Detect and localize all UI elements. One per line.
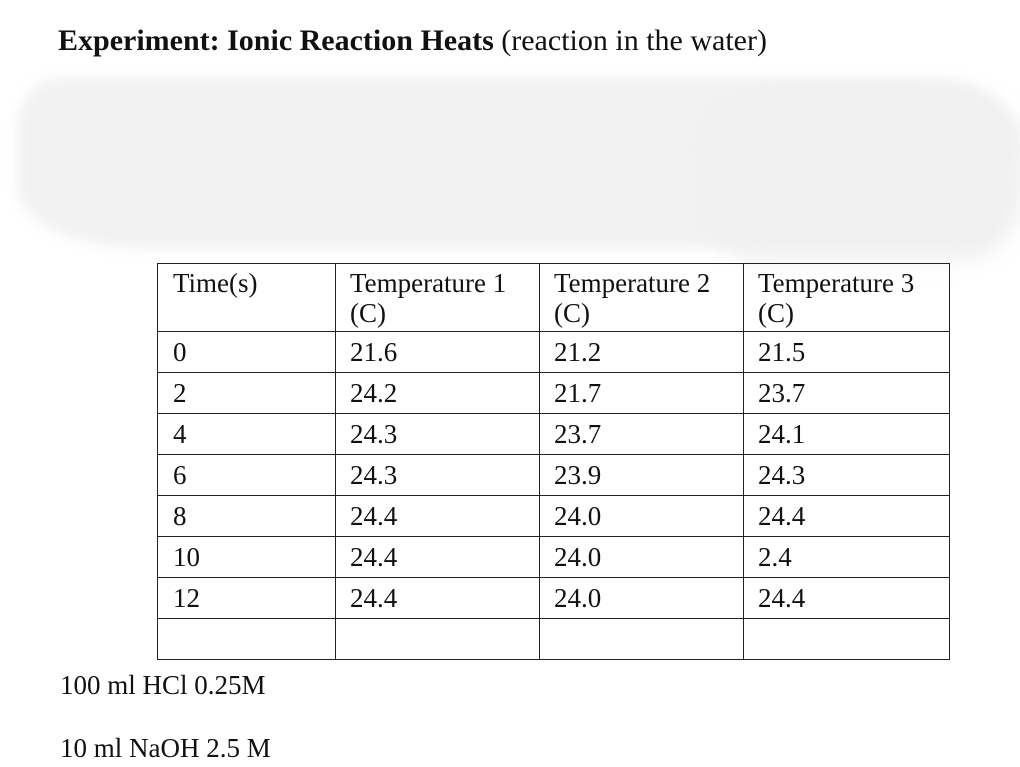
header-time: Time(s) — [157, 263, 336, 332]
cell-time: 4 — [157, 413, 336, 455]
cell-temperature-1: 21.6 — [335, 331, 540, 373]
header-temperature-2: Temperature 2 (C) — [539, 263, 744, 332]
cell-temperature-2: 23.7 — [539, 413, 744, 455]
table-row: 4 24.3 23.7 24.1 — [157, 413, 950, 455]
cell-temperature-1: 24.3 — [335, 454, 540, 496]
cell-time: 0 — [157, 331, 336, 373]
temperature-table: Time(s) Temperature 1 (C) Temperature 2 … — [157, 263, 950, 660]
cell-time — [157, 618, 336, 660]
title-subtitle: (reaction in the water) — [501, 24, 767, 57]
cell-temperature-3: 2.4 — [743, 536, 950, 578]
hcl-note: 100 ml HCl 0.25M — [60, 670, 266, 700]
cell-temperature-3: 21.5 — [743, 331, 950, 373]
cell-temperature-1: 24.4 — [335, 495, 540, 537]
cell-time: 12 — [157, 577, 336, 619]
document-title: Experiment: Ionic Reaction Heats (reacti… — [58, 22, 767, 60]
cell-temperature-3: 24.3 — [743, 454, 950, 496]
table-header-row: Time(s) Temperature 1 (C) Temperature 2 … — [157, 263, 950, 332]
table-row: 12 24.4 24.0 24.4 — [157, 577, 950, 619]
cell-temperature-2 — [539, 618, 744, 660]
table-row: 10 24.4 24.0 2.4 — [157, 536, 950, 578]
header-temperature-3: Temperature 3 (C) — [743, 263, 950, 332]
cell-temperature-3: 24.4 — [743, 495, 950, 537]
cell-temperature-2: 24.0 — [539, 577, 744, 619]
cell-temperature-3: 23.7 — [743, 372, 950, 414]
naoh-note: 10 ml NaOH 2.5 M — [60, 733, 271, 763]
cell-time: 8 — [157, 495, 336, 537]
redacted-region-edge — [700, 90, 1020, 260]
cell-time: 2 — [157, 372, 336, 414]
cell-temperature-1: 24.3 — [335, 413, 540, 455]
table-row: 8 24.4 24.0 24.4 — [157, 495, 950, 537]
cell-temperature-2: 24.0 — [539, 495, 744, 537]
cell-temperature-2: 21.7 — [539, 372, 744, 414]
cell-temperature-1: 24.2 — [335, 372, 540, 414]
cell-temperature-2: 23.9 — [539, 454, 744, 496]
cell-time: 10 — [157, 536, 336, 578]
cell-temperature-3: 24.1 — [743, 413, 950, 455]
cell-temperature-2: 24.0 — [539, 536, 744, 578]
table-row-empty — [157, 618, 950, 660]
table-row: 6 24.3 23.9 24.3 — [157, 454, 950, 496]
table-row: 0 21.6 21.2 21.5 — [157, 331, 950, 373]
cell-temperature-1: 24.4 — [335, 536, 540, 578]
cell-temperature-3: 24.4 — [743, 577, 950, 619]
cell-temperature-1: 24.4 — [335, 577, 540, 619]
title-main: Experiment: Ionic Reaction Heats — [58, 24, 494, 57]
cell-temperature-2: 21.2 — [539, 331, 744, 373]
cell-temperature-3 — [743, 618, 950, 660]
table-row: 2 24.2 21.7 23.7 — [157, 372, 950, 414]
cell-temperature-1 — [335, 618, 540, 660]
cell-time: 6 — [157, 454, 336, 496]
header-temperature-1: Temperature 1 (C) — [335, 263, 540, 332]
